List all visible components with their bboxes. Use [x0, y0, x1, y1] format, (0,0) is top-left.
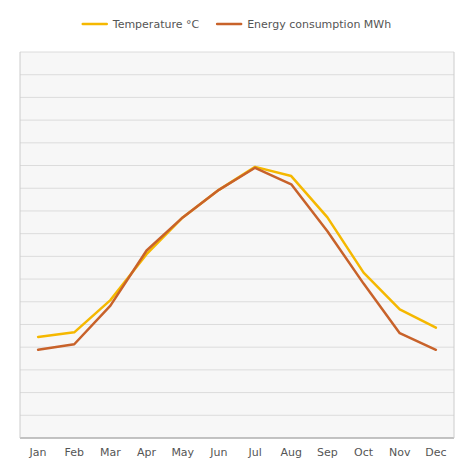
- x-tick-label: Sep: [317, 446, 338, 459]
- x-tick-label: Dec: [425, 446, 446, 459]
- grid: [20, 52, 454, 438]
- x-tick-label: Feb: [65, 446, 84, 459]
- chart: Jan Feb Mar Apr May Jun Jul Aug Sep Oct Nov Dec Temp…: [0, 0, 474, 474]
- grid-line: [20, 415, 454, 416]
- x-tick-label: May: [171, 446, 194, 459]
- grid-line: [20, 142, 454, 143]
- series-line: [38, 168, 436, 350]
- legend: Temperature °C Energy consumption MWh: [83, 18, 391, 31]
- grid-line: [20, 279, 454, 280]
- grid-line: [20, 188, 454, 189]
- x-tick-label: Nov: [389, 446, 411, 459]
- plot-area: [20, 52, 454, 438]
- grid-line: [20, 369, 454, 370]
- legend-item: Energy consumption MWh: [217, 18, 391, 31]
- grid-line: [20, 120, 454, 121]
- series-line: [38, 167, 436, 337]
- grid-line: [20, 233, 454, 234]
- legend-item: Temperature °C: [83, 18, 200, 31]
- grid-line: [20, 438, 454, 439]
- legend-swatch: [217, 23, 241, 26]
- x-tick-label: Jan: [29, 446, 47, 459]
- x-axis: Jan Feb Mar Apr May Jun Jul Aug Sep Oct Nov Dec: [29, 446, 447, 459]
- series-group: [38, 167, 436, 350]
- x-tick-label: Aug: [281, 446, 302, 459]
- x-tick-label: Apr: [137, 446, 157, 459]
- x-tick-label: Mar: [100, 446, 121, 459]
- grid-line: [20, 97, 454, 98]
- grid-line: [20, 392, 454, 393]
- legend-swatch: [83, 23, 107, 26]
- grid-line: [20, 256, 454, 257]
- grid-line: [20, 52, 454, 53]
- y-axis-line: [20, 52, 21, 438]
- legend-label: Temperature °C: [112, 18, 200, 31]
- grid-line: [20, 74, 454, 75]
- y2-axis-line: [454, 52, 455, 438]
- legend-label: Energy consumption MWh: [247, 18, 391, 31]
- grid-line: [20, 347, 454, 348]
- grid-line: [20, 210, 454, 211]
- x-tick-label: Jul: [247, 446, 261, 459]
- grid-line: [20, 165, 454, 166]
- grid-line: [20, 301, 454, 302]
- x-tick-label: Oct: [354, 446, 374, 459]
- x-axis-line: [20, 438, 454, 439]
- x-tick-label: Jun: [209, 446, 227, 459]
